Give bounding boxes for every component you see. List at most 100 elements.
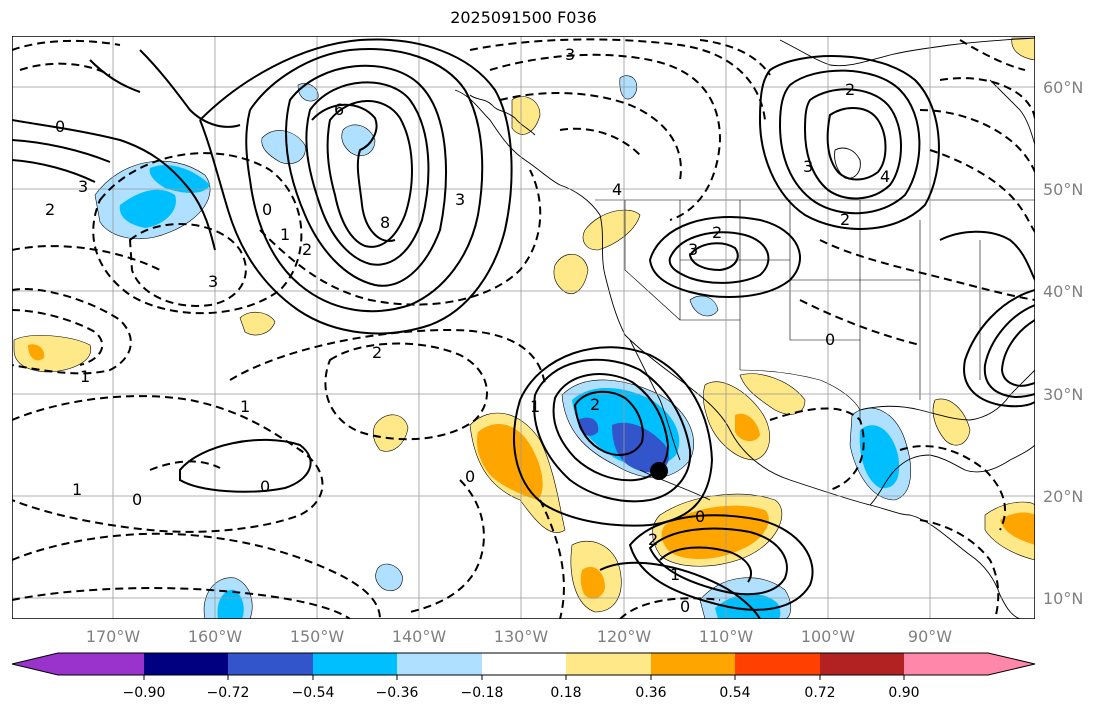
negative-region [217, 589, 244, 619]
contour-label: 3 [455, 190, 465, 209]
contour-labels: 6 8 3 2 0 1 2 3 1 0 4 2 3 2 3 4 2 3 1 0 … [45, 45, 890, 616]
lat-tick-label: 50°N [1043, 180, 1083, 199]
colorbar-extend-low [12, 653, 58, 675]
contour-label: 4 [880, 167, 890, 186]
negative-region [715, 593, 781, 619]
colorbar-segment [58, 653, 144, 675]
colorbar-segment [820, 653, 904, 675]
negative-region [612, 422, 669, 473]
negative-region [375, 563, 403, 592]
contour-label: 3 [208, 272, 218, 291]
contour-label: 2 [302, 240, 312, 259]
contour-label: 1 [240, 397, 250, 416]
colorbar-segment [144, 653, 228, 675]
dashed-contours [12, 38, 1035, 619]
solid-contours [12, 38, 1035, 619]
lon-tick-label: 100°W [801, 627, 856, 646]
lon-tick-label: 120°W [597, 627, 652, 646]
colorbar-label: 0.36 [635, 685, 666, 701]
positive-region [735, 413, 760, 442]
contour-label: 3 [803, 157, 813, 176]
positive-region [1011, 37, 1035, 61]
negative-region [689, 295, 719, 317]
lon-tick-label: 160°W [188, 627, 243, 646]
colorbar-segment [735, 653, 820, 675]
colorbar-label: 0.18 [550, 685, 581, 701]
positive-region [511, 96, 541, 135]
contour-label: 3 [565, 45, 575, 64]
colorbar-segment [397, 653, 482, 675]
positive-region [661, 505, 769, 559]
contour-label: 8 [380, 213, 390, 232]
contour-label: 0 [55, 117, 65, 136]
colorbar: −0.90 −0.72 −0.54 −0.36 −0.18 0.18 0.36 … [11, 652, 1036, 701]
contour-label: 0 [465, 467, 475, 486]
positive-region [580, 566, 605, 599]
contour-label: 4 [612, 180, 622, 199]
contour-label: 0 [825, 330, 835, 349]
positive-region [28, 344, 45, 361]
negative-region [341, 124, 376, 156]
contour-label: 3 [78, 177, 88, 196]
colorbar-segment [904, 653, 988, 675]
gridlines [12, 36, 1035, 619]
colorbar-segment [651, 653, 735, 675]
contour-label: 2 [648, 530, 658, 549]
contour-label: 0 [695, 507, 705, 526]
colorbar-label: −0.18 [461, 685, 504, 701]
negative-region [859, 425, 900, 489]
colorbar-segment [228, 653, 313, 675]
positive-region [932, 398, 971, 446]
lon-tick-label: 90°W [908, 627, 952, 646]
contour-label: 0 [260, 477, 270, 496]
contour-label: 0 [262, 200, 272, 219]
contour-label: 1 [530, 397, 540, 416]
map-frame: 6 8 3 2 0 1 2 3 1 0 4 2 3 2 3 4 2 3 1 0 … [12, 36, 1035, 619]
contour-label: 6 [334, 100, 344, 119]
colorbar-label: 0.72 [804, 685, 835, 701]
contour-label: 2 [845, 80, 855, 99]
colorbar-segment [482, 653, 566, 675]
contour-label: 1 [670, 565, 680, 584]
negative-region [119, 189, 176, 228]
colorbar-label: −0.54 [292, 685, 335, 701]
coastlines [454, 37, 1035, 619]
station-marker [650, 462, 668, 480]
colorbar-label: 0.90 [888, 685, 919, 701]
positive-region [476, 424, 543, 500]
lon-tick-label: 170°W [86, 627, 141, 646]
lat-tick-label: 20°N [1043, 487, 1083, 506]
lat-tick-label: 60°N [1043, 78, 1083, 97]
contour-label: 1 [72, 480, 82, 499]
positive-region [239, 311, 276, 336]
colorbar-label: −0.72 [207, 685, 250, 701]
lat-tick-label: 30°N [1043, 385, 1083, 404]
contour-label: 0 [680, 597, 690, 616]
contour-label: 2 [45, 200, 55, 219]
lat-tick-label: 40°N [1043, 282, 1083, 301]
map-title: 2025091500 F036 [450, 8, 597, 27]
colorbar-label: −0.90 [123, 685, 166, 701]
contour-label: 2 [372, 343, 382, 362]
lon-tick-label: 150°W [290, 627, 345, 646]
contour-label: 3 [688, 240, 698, 259]
colorbar-ticks [143, 675, 905, 680]
contour-label: 2 [840, 210, 850, 229]
colorbar-segment [566, 653, 651, 675]
positive-region [582, 209, 641, 251]
colorbar-label: −0.36 [376, 685, 419, 701]
state-borders [595, 199, 1035, 420]
negative-region [261, 130, 306, 165]
contour-label: 2 [590, 395, 600, 414]
contour-label: 1 [280, 225, 290, 244]
contour-label: 2 [712, 223, 722, 242]
colorbar-extend-high [988, 653, 1035, 675]
lat-axis: 60°N 50°N 40°N 30°N 20°N 10°N [1043, 78, 1083, 608]
contour-label: 0 [132, 490, 142, 509]
contour-label: 1 [80, 367, 90, 386]
lon-axis: 170°W 160°W 150°W 140°W 130°W 120°W 110°… [86, 627, 952, 646]
lon-tick-label: 130°W [494, 627, 549, 646]
lon-tick-label: 110°W [699, 627, 754, 646]
colorbar-label: 0.54 [719, 685, 750, 701]
